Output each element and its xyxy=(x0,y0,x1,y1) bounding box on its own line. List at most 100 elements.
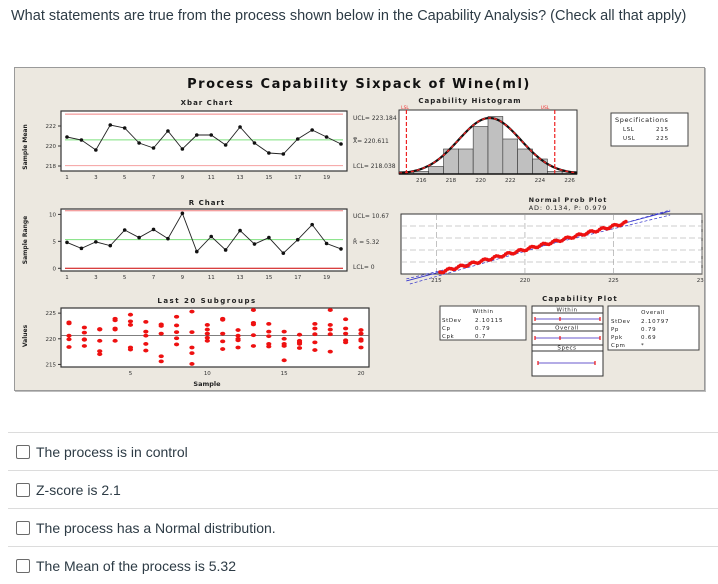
spec-usl-name: USL xyxy=(623,136,636,142)
svg-text:222: 222 xyxy=(505,178,516,184)
overall-stdev-name: StDev xyxy=(611,319,631,325)
svg-text:13: 13 xyxy=(237,175,244,181)
svg-text:226: 226 xyxy=(564,178,575,184)
last20-title: Last 20 Subgroups xyxy=(157,297,256,305)
checkbox[interactable] xyxy=(16,520,30,535)
svg-text:3: 3 xyxy=(94,275,98,281)
answer-label: Z-score is 2.1 xyxy=(36,481,121,498)
normal-plot-area xyxy=(400,213,703,275)
normal-plot-subtitle: AD: 0.134, P: 0.979 xyxy=(529,204,607,212)
answer-option-in-control[interactable]: The process is in control xyxy=(8,432,718,470)
within-cpk-value: 0.7 xyxy=(475,334,486,340)
overall-ppk-value: 0.69 xyxy=(641,335,656,341)
svg-text:10: 10 xyxy=(204,371,211,377)
xbar-plot-area xyxy=(60,110,348,172)
svg-text:15: 15 xyxy=(265,175,272,181)
overall-pp-name: Pp xyxy=(611,327,619,333)
svg-text:218: 218 xyxy=(446,178,457,184)
svg-text:222: 222 xyxy=(46,124,57,130)
svg-text:230: 230 xyxy=(697,278,704,284)
last20-plot-area xyxy=(60,307,370,368)
spec-lsl-value: 215 xyxy=(656,127,669,133)
svg-text:220: 220 xyxy=(520,278,531,284)
svg-text:11: 11 xyxy=(208,275,215,281)
svg-text:7: 7 xyxy=(152,175,156,181)
overall-cpm-value: * xyxy=(641,343,645,349)
svg-text:1: 1 xyxy=(65,275,69,281)
r-lcl-label: LCL= 0 xyxy=(353,264,375,271)
svg-text:15: 15 xyxy=(265,275,272,281)
r-ucl-label: UCL= 10.67 xyxy=(353,213,389,220)
answer-option-z-score[interactable]: Z-score is 2.1 xyxy=(8,470,718,508)
svg-text:5: 5 xyxy=(129,371,133,377)
overall-ppk-name: Ppk xyxy=(611,335,623,341)
svg-text:224: 224 xyxy=(535,178,546,184)
svg-text:19: 19 xyxy=(323,275,330,281)
svg-text:215: 215 xyxy=(431,278,442,284)
specs-title: Specifications xyxy=(615,116,669,124)
svg-text:9: 9 xyxy=(181,175,185,181)
svg-text:13: 13 xyxy=(237,275,244,281)
svg-text:11: 11 xyxy=(208,175,215,181)
legend-specs: Specs xyxy=(557,346,576,352)
svg-text:220: 220 xyxy=(46,144,57,150)
xbar-chart: Xbar Chart Sample Mean UCL= 223.184 X̿= … xyxy=(22,99,397,172)
within-cp-value: 0.79 xyxy=(475,326,490,332)
svg-text:17: 17 xyxy=(294,175,301,181)
overall-cpm-name: Cpm xyxy=(611,343,626,349)
svg-text:225: 225 xyxy=(608,278,619,284)
last20-ylabel: Values xyxy=(22,324,29,347)
last20-xlabel: Sample xyxy=(193,380,221,388)
question-text: What statements are true from the proces… xyxy=(11,8,687,24)
within-title: Within xyxy=(472,309,493,315)
svg-text:220: 220 xyxy=(475,178,486,184)
svg-text:215: 215 xyxy=(46,362,57,368)
svg-text:218: 218 xyxy=(46,164,57,170)
svg-text:5: 5 xyxy=(123,275,127,281)
spec-lsl-name: LSL xyxy=(623,127,635,133)
within-stdev-name: StDev xyxy=(442,318,462,324)
checkbox[interactable] xyxy=(16,444,30,459)
answer-option-normal-distribution[interactable]: The process has a Normal distribution. xyxy=(8,508,718,546)
svg-text:20: 20 xyxy=(358,371,365,377)
histogram-title: Capability Histogram xyxy=(418,97,521,105)
overall-pp-value: 0.79 xyxy=(641,327,656,333)
svg-text:7: 7 xyxy=(152,275,156,281)
r-ylabel: Sample Range xyxy=(22,216,29,264)
usl-tag: USL xyxy=(541,105,550,111)
xbar-ylabel: Sample Mean xyxy=(22,124,29,170)
overall-stats-box xyxy=(607,305,700,351)
sixpack-chart: Process Capability Sixpack of Wine(ml) X… xyxy=(22,77,704,388)
xbar-lcl-label: LCL= 218.038 xyxy=(353,163,396,170)
svg-text:17: 17 xyxy=(294,275,301,281)
svg-text:216: 216 xyxy=(416,178,427,184)
xbar-ucl-label: UCL= 223.184 xyxy=(353,115,397,122)
answer-option-mean[interactable]: The Mean of the process is 5.32 xyxy=(8,546,718,584)
within-cp-name: Cp xyxy=(442,326,451,332)
xbar-center-label: X̿= 220.611 xyxy=(353,137,389,145)
answer-label: The process has a Normal distribution. xyxy=(36,519,276,536)
capability-histogram: Capability Histogram LSL USL xyxy=(398,97,578,175)
capability-sixpack-figure: Process Capability Sixpack of Wine(ml) X… xyxy=(14,67,705,391)
within-stats-box xyxy=(439,305,527,341)
svg-text:220: 220 xyxy=(46,337,57,343)
capability-legend: Within Overall Specs xyxy=(531,305,604,377)
checkbox[interactable] xyxy=(16,482,30,497)
svg-text:19: 19 xyxy=(323,175,330,181)
figure-title: Process Capability Sixpack of Wine(ml) xyxy=(187,77,531,92)
spec-usl-value: 225 xyxy=(656,136,669,142)
overall-stdev-value: 2.10797 xyxy=(641,319,669,325)
r-center-label: R̄ = 5.32 xyxy=(353,239,380,246)
svg-text:1: 1 xyxy=(65,175,69,181)
answer-label: The Mean of the process is 5.32 xyxy=(36,557,236,574)
svg-text:0: 0 xyxy=(53,266,57,272)
svg-text:225: 225 xyxy=(46,311,57,317)
r-chart-title: R Chart xyxy=(189,199,225,207)
within-cpk-name: Cpk xyxy=(442,334,455,340)
checkbox[interactable] xyxy=(16,558,30,573)
within-stdev-value: 2.10115 xyxy=(475,318,503,324)
overall-title: Overall xyxy=(641,310,665,316)
answer-options: The process is in control Z-score is 2.1… xyxy=(8,432,718,584)
svg-text:3: 3 xyxy=(94,175,98,181)
svg-text:9: 9 xyxy=(181,275,185,281)
